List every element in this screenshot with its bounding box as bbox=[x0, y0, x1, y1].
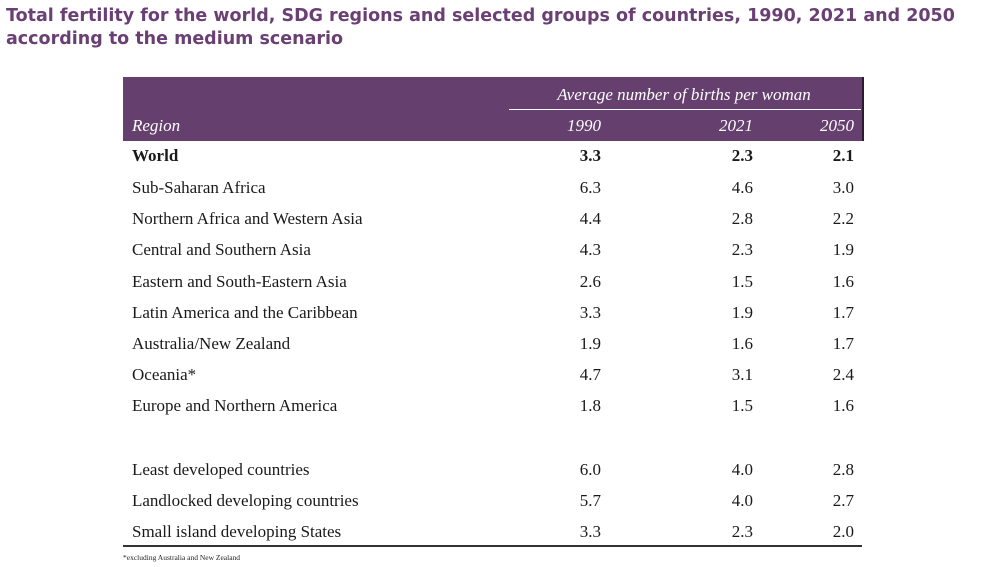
value-2021-cell: 4.0 bbox=[731, 491, 753, 510]
value-2021-cell: 2.3 bbox=[731, 522, 753, 541]
value-2050-cell: 2.1 bbox=[832, 146, 854, 165]
region-cell: Sub-Saharan Africa bbox=[132, 178, 266, 197]
year-column-header-2050: 2050 bbox=[820, 116, 854, 135]
value-2050-cell: 2.7 bbox=[832, 491, 854, 510]
region-cell: Small island developing States bbox=[132, 522, 342, 541]
table-bottom-rule bbox=[123, 545, 862, 547]
value-2050-cell: 2.8 bbox=[832, 460, 854, 479]
value-2021-cell: 4.6 bbox=[731, 178, 753, 197]
table-row: Landlocked developing countries 5.7 4.0 … bbox=[123, 487, 862, 515]
region-cell: Europe and Northern America bbox=[132, 396, 338, 415]
value-1990-cell: 2.6 bbox=[579, 272, 601, 291]
value-1990-cell: 1.8 bbox=[579, 396, 601, 415]
table-row: Latin America and the Caribbean 3.3 1.9 … bbox=[123, 299, 862, 327]
table-row: Australia/New Zealand 1.9 1.6 1.7 bbox=[123, 330, 862, 358]
group-header-rule bbox=[509, 109, 861, 110]
table-header: Average number of births per woman Regio… bbox=[123, 77, 864, 141]
table-row: Eastern and South-Eastern Asia 2.6 1.5 1… bbox=[123, 268, 862, 296]
region-cell: Northern Africa and Western Asia bbox=[132, 209, 363, 228]
value-2021-cell: 1.6 bbox=[731, 334, 753, 353]
value-2050-cell: 3.0 bbox=[832, 178, 854, 197]
table-row: Sub-Saharan Africa 6.3 4.6 3.0 bbox=[123, 174, 862, 202]
value-2050-cell: 2.2 bbox=[832, 209, 854, 228]
table-row: Oceania* 4.7 3.1 2.4 bbox=[123, 361, 862, 389]
table-row: Small island developing States 3.3 2.3 2… bbox=[123, 518, 862, 546]
value-1990-cell: 6.0 bbox=[579, 460, 601, 479]
region-cell: Central and Southern Asia bbox=[132, 240, 311, 259]
year-column-header-1990: 1990 bbox=[567, 116, 601, 135]
value-2021-cell: 1.9 bbox=[731, 303, 753, 322]
value-1990-cell: 3.3 bbox=[579, 303, 601, 322]
value-2050-cell: 1.6 bbox=[832, 396, 854, 415]
value-2050-cell: 1.9 bbox=[832, 240, 854, 259]
value-2021-cell: 2.8 bbox=[731, 209, 753, 228]
value-1990-cell: 4.4 bbox=[579, 209, 601, 228]
region-cell: Least developed countries bbox=[132, 460, 310, 479]
year-column-header-2021: 2021 bbox=[719, 116, 753, 135]
table-row: Europe and Northern America 1.8 1.5 1.6 bbox=[123, 392, 862, 420]
table-row: Least developed countries 6.0 4.0 2.8 bbox=[123, 456, 862, 484]
table-title: Total fertility for the world, SDG regio… bbox=[6, 6, 955, 49]
value-1990-cell: 4.7 bbox=[579, 365, 601, 384]
value-1990-cell: 3.3 bbox=[579, 146, 601, 165]
value-2050-cell: 1.6 bbox=[832, 272, 854, 291]
region-cell: Landlocked developing countries bbox=[132, 491, 359, 510]
value-1990-cell: 1.9 bbox=[579, 334, 601, 353]
value-1990-cell: 6.3 bbox=[579, 178, 601, 197]
region-cell: World bbox=[132, 146, 179, 165]
value-2021-cell: 2.3 bbox=[731, 240, 753, 259]
value-2050-cell: 2.0 bbox=[832, 522, 854, 541]
group-header: Average number of births per woman bbox=[557, 85, 811, 104]
value-1990-cell: 4.3 bbox=[579, 240, 601, 259]
table-row: Central and Southern Asia 4.3 2.3 1.9 bbox=[123, 236, 862, 264]
value-2021-cell: 3.1 bbox=[731, 365, 753, 384]
footnote: *excluding Australia and New Zealand bbox=[123, 553, 241, 562]
region-cell: Oceania* bbox=[132, 365, 197, 384]
value-2021-cell: 1.5 bbox=[731, 272, 753, 291]
region-cell: Australia/New Zealand bbox=[132, 334, 291, 353]
value-2021-cell: 4.0 bbox=[731, 460, 753, 479]
region-column-header: Region bbox=[132, 116, 181, 135]
value-2021-cell: 1.5 bbox=[731, 396, 753, 415]
region-cell: Latin America and the Caribbean bbox=[132, 303, 358, 322]
table-row: Northern Africa and Western Asia 4.4 2.8… bbox=[123, 205, 862, 233]
value-2021-cell: 2.3 bbox=[731, 146, 753, 165]
value-1990-cell: 3.3 bbox=[579, 522, 601, 541]
value-2050-cell: 1.7 bbox=[832, 303, 854, 322]
table-row-world: World 3.3 2.3 2.1 bbox=[123, 142, 862, 170]
region-cell: Eastern and South-Eastern Asia bbox=[132, 272, 347, 291]
value-2050-cell: 1.7 bbox=[832, 334, 854, 353]
value-2050-cell: 2.4 bbox=[832, 365, 854, 384]
value-1990-cell: 5.7 bbox=[579, 491, 601, 510]
